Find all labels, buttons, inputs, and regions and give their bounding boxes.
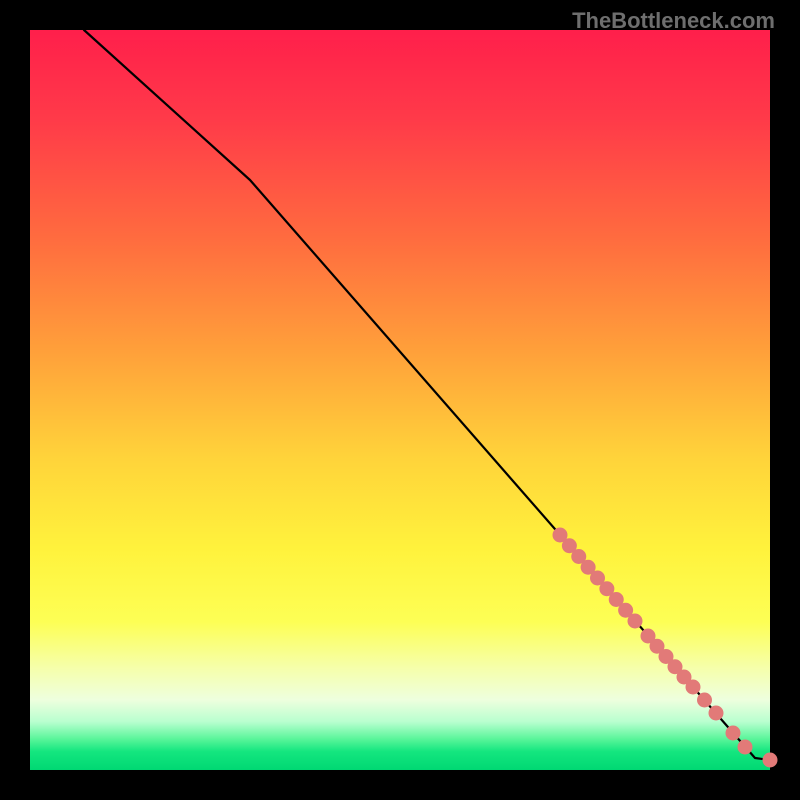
- data-point: [677, 670, 691, 684]
- data-point: [659, 650, 673, 664]
- data-point: [709, 706, 723, 720]
- data-point: [698, 693, 712, 707]
- chart-frame: TheBottleneck.com: [0, 0, 800, 800]
- data-point: [668, 660, 682, 674]
- plot-background: [30, 30, 770, 770]
- data-point: [619, 603, 633, 617]
- data-point: [572, 550, 586, 564]
- data-markers: [553, 528, 777, 767]
- chart-svg: [0, 0, 800, 800]
- data-point: [553, 528, 567, 542]
- bottleneck-curve: [84, 30, 770, 760]
- data-point: [581, 560, 595, 574]
- data-point: [686, 680, 700, 694]
- data-point: [591, 571, 605, 585]
- data-point: [600, 582, 614, 596]
- data-point: [726, 726, 740, 740]
- data-point: [628, 614, 642, 628]
- data-point: [650, 639, 664, 653]
- data-point: [763, 753, 777, 767]
- watermark-text: TheBottleneck.com: [572, 8, 775, 34]
- data-point: [738, 740, 752, 754]
- data-point: [609, 593, 623, 607]
- data-point: [641, 629, 655, 643]
- data-point: [562, 539, 576, 553]
